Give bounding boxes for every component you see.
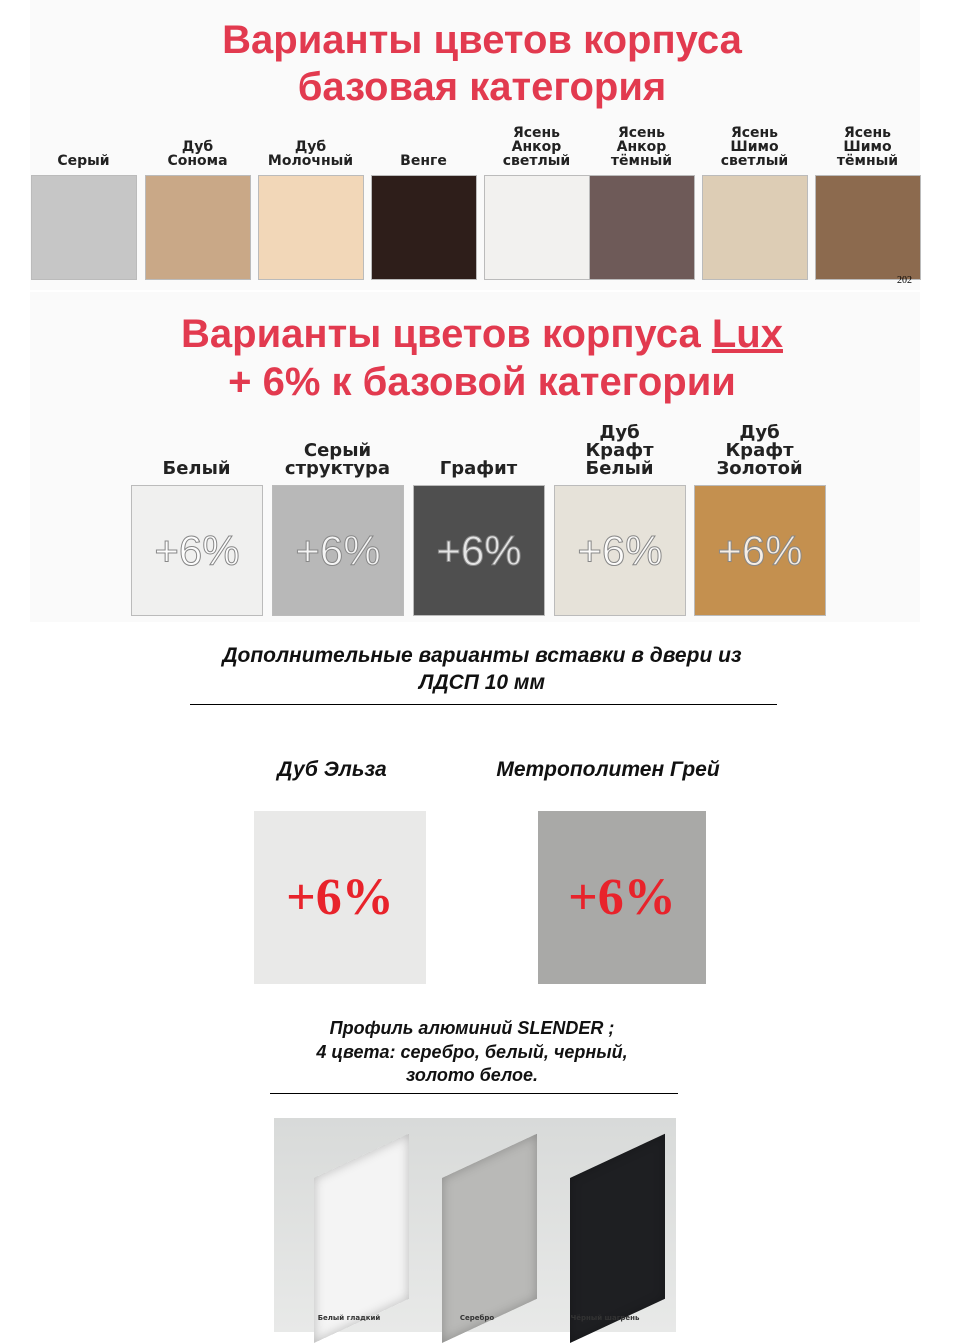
profile-photo: Белый гладкий Серебро Чёрный шагрень (274, 1118, 676, 1343)
lux-swatch[interactable]: +6% (131, 485, 263, 616)
profile-label: Чёрный шагрень (570, 1314, 640, 1322)
badge: +6% (568, 869, 676, 926)
profile-line-1: Профиль алюминий SLENDER ; (329, 1018, 615, 1038)
badge: +6% (577, 526, 663, 574)
divider (190, 704, 777, 705)
inserts-heading-2: ЛДСП 10 мм (419, 671, 545, 694)
badge: +6% (717, 526, 803, 574)
color-swatch[interactable] (145, 175, 251, 280)
insert-label: Метрополитен Грей (496, 758, 720, 781)
divider (270, 1093, 678, 1094)
swatch-label: Ясень Анкор светлый (502, 125, 571, 169)
lux-swatch[interactable]: +6% (272, 485, 404, 616)
insert-swatch-metropoliten: +6% (538, 811, 706, 984)
profile-sample (570, 1133, 665, 1343)
profile-line-2: 4 цвета: серебро, белый, черный, (316, 1042, 628, 1062)
swatch-label: Дуб Крафт Золотой (716, 422, 803, 479)
color-swatch[interactable] (589, 175, 695, 280)
lux-title-2: + 6% к базовой категории (228, 360, 736, 404)
swatch-label: Ясень Шимо тёмный (836, 125, 899, 169)
badge: +6% (295, 526, 381, 574)
swatch-label: Серый (57, 153, 110, 169)
color-swatch[interactable] (484, 175, 590, 280)
color-swatch[interactable] (371, 175, 477, 280)
swatch-label: Ясень Шимо светлый (720, 125, 789, 169)
swatch-label: Дуб Сонома (167, 139, 228, 169)
insert-swatch-elza: +6% (254, 811, 426, 984)
corner-text: 202 (897, 275, 912, 286)
badge: +6% (436, 526, 522, 574)
swatch-label: Дуб Крафт Белый (585, 422, 654, 479)
color-swatch[interactable] (258, 175, 364, 280)
profile-sample (442, 1133, 537, 1343)
swatch-label: Белый (162, 458, 231, 479)
base-title-1: Варианты цветов корпуса (222, 18, 742, 62)
profile-label: Белый гладкий (317, 1314, 381, 1322)
profile-sample (314, 1133, 409, 1343)
color-swatch[interactable] (702, 175, 808, 280)
color-swatch[interactable] (31, 175, 137, 280)
badge: +6% (286, 869, 394, 926)
profile-line-3: золото белое. (405, 1065, 538, 1085)
profile-label: Серебро (459, 1314, 495, 1322)
insert-label: Дуб Эльза (277, 758, 387, 781)
badge: +6% (154, 526, 240, 574)
lux-title-1: Варианты цветов корпуса Lux (0, 310, 964, 358)
base-title-2: базовая категория (297, 65, 667, 109)
lux-title-text: Варианты цветов корпуса (181, 312, 712, 356)
swatch-label: Серый структура (284, 440, 391, 479)
inserts-heading-1: Дополнительные варианты вставки в двери … (222, 644, 742, 667)
color-swatch[interactable] (815, 175, 921, 280)
swatch-label: Венге (400, 153, 447, 169)
lux-link[interactable]: Lux (711, 312, 783, 356)
lux-swatch[interactable]: +6% (413, 485, 545, 616)
swatch-label: Графит (439, 458, 518, 479)
lux-swatch[interactable]: +6% (554, 485, 686, 616)
swatch-label: Дуб Молочный (267, 139, 354, 169)
swatch-label: Ясень Анкор тёмный (610, 125, 673, 169)
lux-swatch[interactable]: +6% (694, 485, 826, 616)
